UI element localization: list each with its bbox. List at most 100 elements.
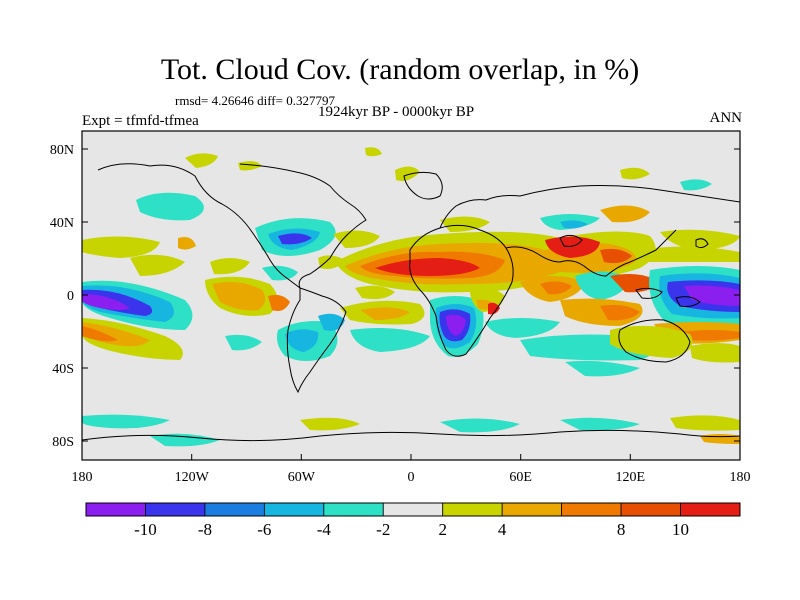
colorbar-box	[620, 502, 681, 517]
antarc-yellow-1	[300, 417, 360, 431]
colorbar-label: -10	[134, 520, 157, 539]
brazil-blue	[318, 313, 345, 331]
lat-label-40s: 40S	[52, 362, 74, 377]
soc-cyan-1	[565, 360, 640, 377]
europe-yellow	[440, 216, 490, 232]
arctic-yellow-5	[620, 167, 650, 180]
samer-blue	[285, 329, 319, 352]
lon-label-180e: 180	[730, 470, 751, 485]
antarc-cyan-1	[82, 414, 170, 429]
season-label: ANN	[709, 110, 743, 126]
arctic-cyan	[680, 179, 712, 191]
colorbar-label: 2	[438, 520, 447, 539]
antarc-cyan-3	[440, 418, 520, 433]
colorbar-box	[85, 502, 146, 517]
colorbar-label: -4	[317, 520, 332, 539]
lon-label-0: 0	[408, 470, 415, 485]
colorbar-label: 4	[498, 520, 507, 539]
colorbar: -10 -8 -6 -4 -2 2 4 8 10	[85, 502, 741, 539]
stats-text: rmsd= 4.26646 diff= 0.327797	[175, 93, 335, 108]
antarc-cyan-4	[560, 417, 640, 431]
map-field	[82, 131, 740, 460]
wpac-yellow-n	[660, 229, 740, 250]
arctic-yellow-3	[365, 147, 382, 157]
npac-cyan	[136, 192, 204, 221]
lat-label-80n: 80N	[50, 143, 74, 158]
madagascar-red	[488, 302, 500, 315]
colorbar-box	[561, 502, 622, 517]
sahara-red	[375, 258, 480, 276]
colorbar-box	[501, 502, 563, 517]
arabia-red	[545, 236, 600, 258]
australia-yellow	[610, 325, 693, 358]
coast-borneo	[635, 287, 663, 299]
colorbar-box	[382, 502, 444, 517]
coastlines	[82, 163, 740, 442]
coast-australia	[618, 319, 691, 363]
lon-label-180w: 180	[72, 470, 93, 485]
colorbar-label: 10	[672, 520, 689, 539]
colorbar-box	[263, 502, 325, 517]
sepac-cyan	[225, 334, 262, 351]
namer-darkblue	[278, 233, 312, 245]
india-red	[600, 248, 632, 264]
natl-yellow	[333, 230, 380, 248]
npac-yellow-1	[82, 236, 160, 258]
lon-label-120e: 120E	[616, 470, 646, 485]
satl-orange	[360, 307, 410, 320]
arctic-yellow-1	[185, 153, 218, 168]
experiment-label: Expt = tfmfd-tfmea	[82, 113, 199, 129]
nz-yellow	[690, 343, 740, 363]
period-label: 1924kyr BP - 0000kyr BP	[318, 104, 475, 120]
swpac-red	[680, 330, 740, 341]
arctic-yellow-4	[395, 166, 420, 181]
colorbar-box	[145, 502, 206, 517]
satl-cyan	[350, 328, 430, 352]
maritime-red	[610, 274, 660, 293]
coast-eurasia-south	[505, 229, 677, 277]
lat-label-40n: 40N	[50, 216, 74, 231]
map-background	[82, 131, 740, 460]
asia-blue	[560, 220, 588, 229]
npac-yellow-2	[130, 254, 185, 276]
wpac-yellow-band	[640, 246, 740, 262]
axis-ticks	[81, 148, 741, 460]
safrica-violet	[446, 314, 466, 336]
arctic-yellow-2	[238, 161, 262, 171]
lon-label-60e: 60E	[509, 470, 532, 485]
coast-africa	[409, 224, 514, 357]
npac-yellow-3	[210, 258, 250, 275]
coast-samerica	[286, 287, 347, 394]
coast-newguinea	[675, 296, 701, 307]
colorbar-box	[323, 502, 384, 517]
colorbar-label: -2	[376, 520, 390, 539]
antarc-yellow-2	[670, 415, 740, 431]
coast-namerica-west	[97, 163, 301, 289]
colorbar-frame	[85, 502, 741, 517]
io-redorange	[540, 281, 572, 295]
colorbar-label: -8	[198, 520, 212, 539]
coast-antarctica	[82, 429, 740, 442]
coast-greenland	[403, 171, 443, 200]
colorbar-box	[442, 502, 503, 517]
epac-violet	[82, 294, 130, 310]
lon-label-60w: 60W	[288, 470, 316, 485]
npac-orange	[178, 237, 196, 250]
coast-japan	[695, 238, 709, 249]
cpac-redorange	[268, 294, 290, 311]
coast-caspian	[559, 234, 583, 247]
lat-label-80s: 80S	[52, 435, 74, 450]
colorbar-box	[204, 502, 265, 517]
eio-redorange	[600, 304, 640, 321]
atl-eq-yellow	[355, 285, 395, 300]
coast-eurasia-north	[439, 185, 740, 229]
colorbar-label: 8	[617, 520, 626, 539]
colorbar-label: -6	[257, 520, 271, 539]
coast-namerica-east	[239, 163, 367, 289]
antarc-cyan-2	[150, 433, 220, 447]
lon-label-120w: 120W	[175, 470, 210, 485]
map-title: Tot. Cloud Cov. (random overlap, in %)	[160, 53, 640, 86]
sio-cyan-1	[485, 318, 560, 338]
east-asia-orange	[600, 205, 650, 223]
